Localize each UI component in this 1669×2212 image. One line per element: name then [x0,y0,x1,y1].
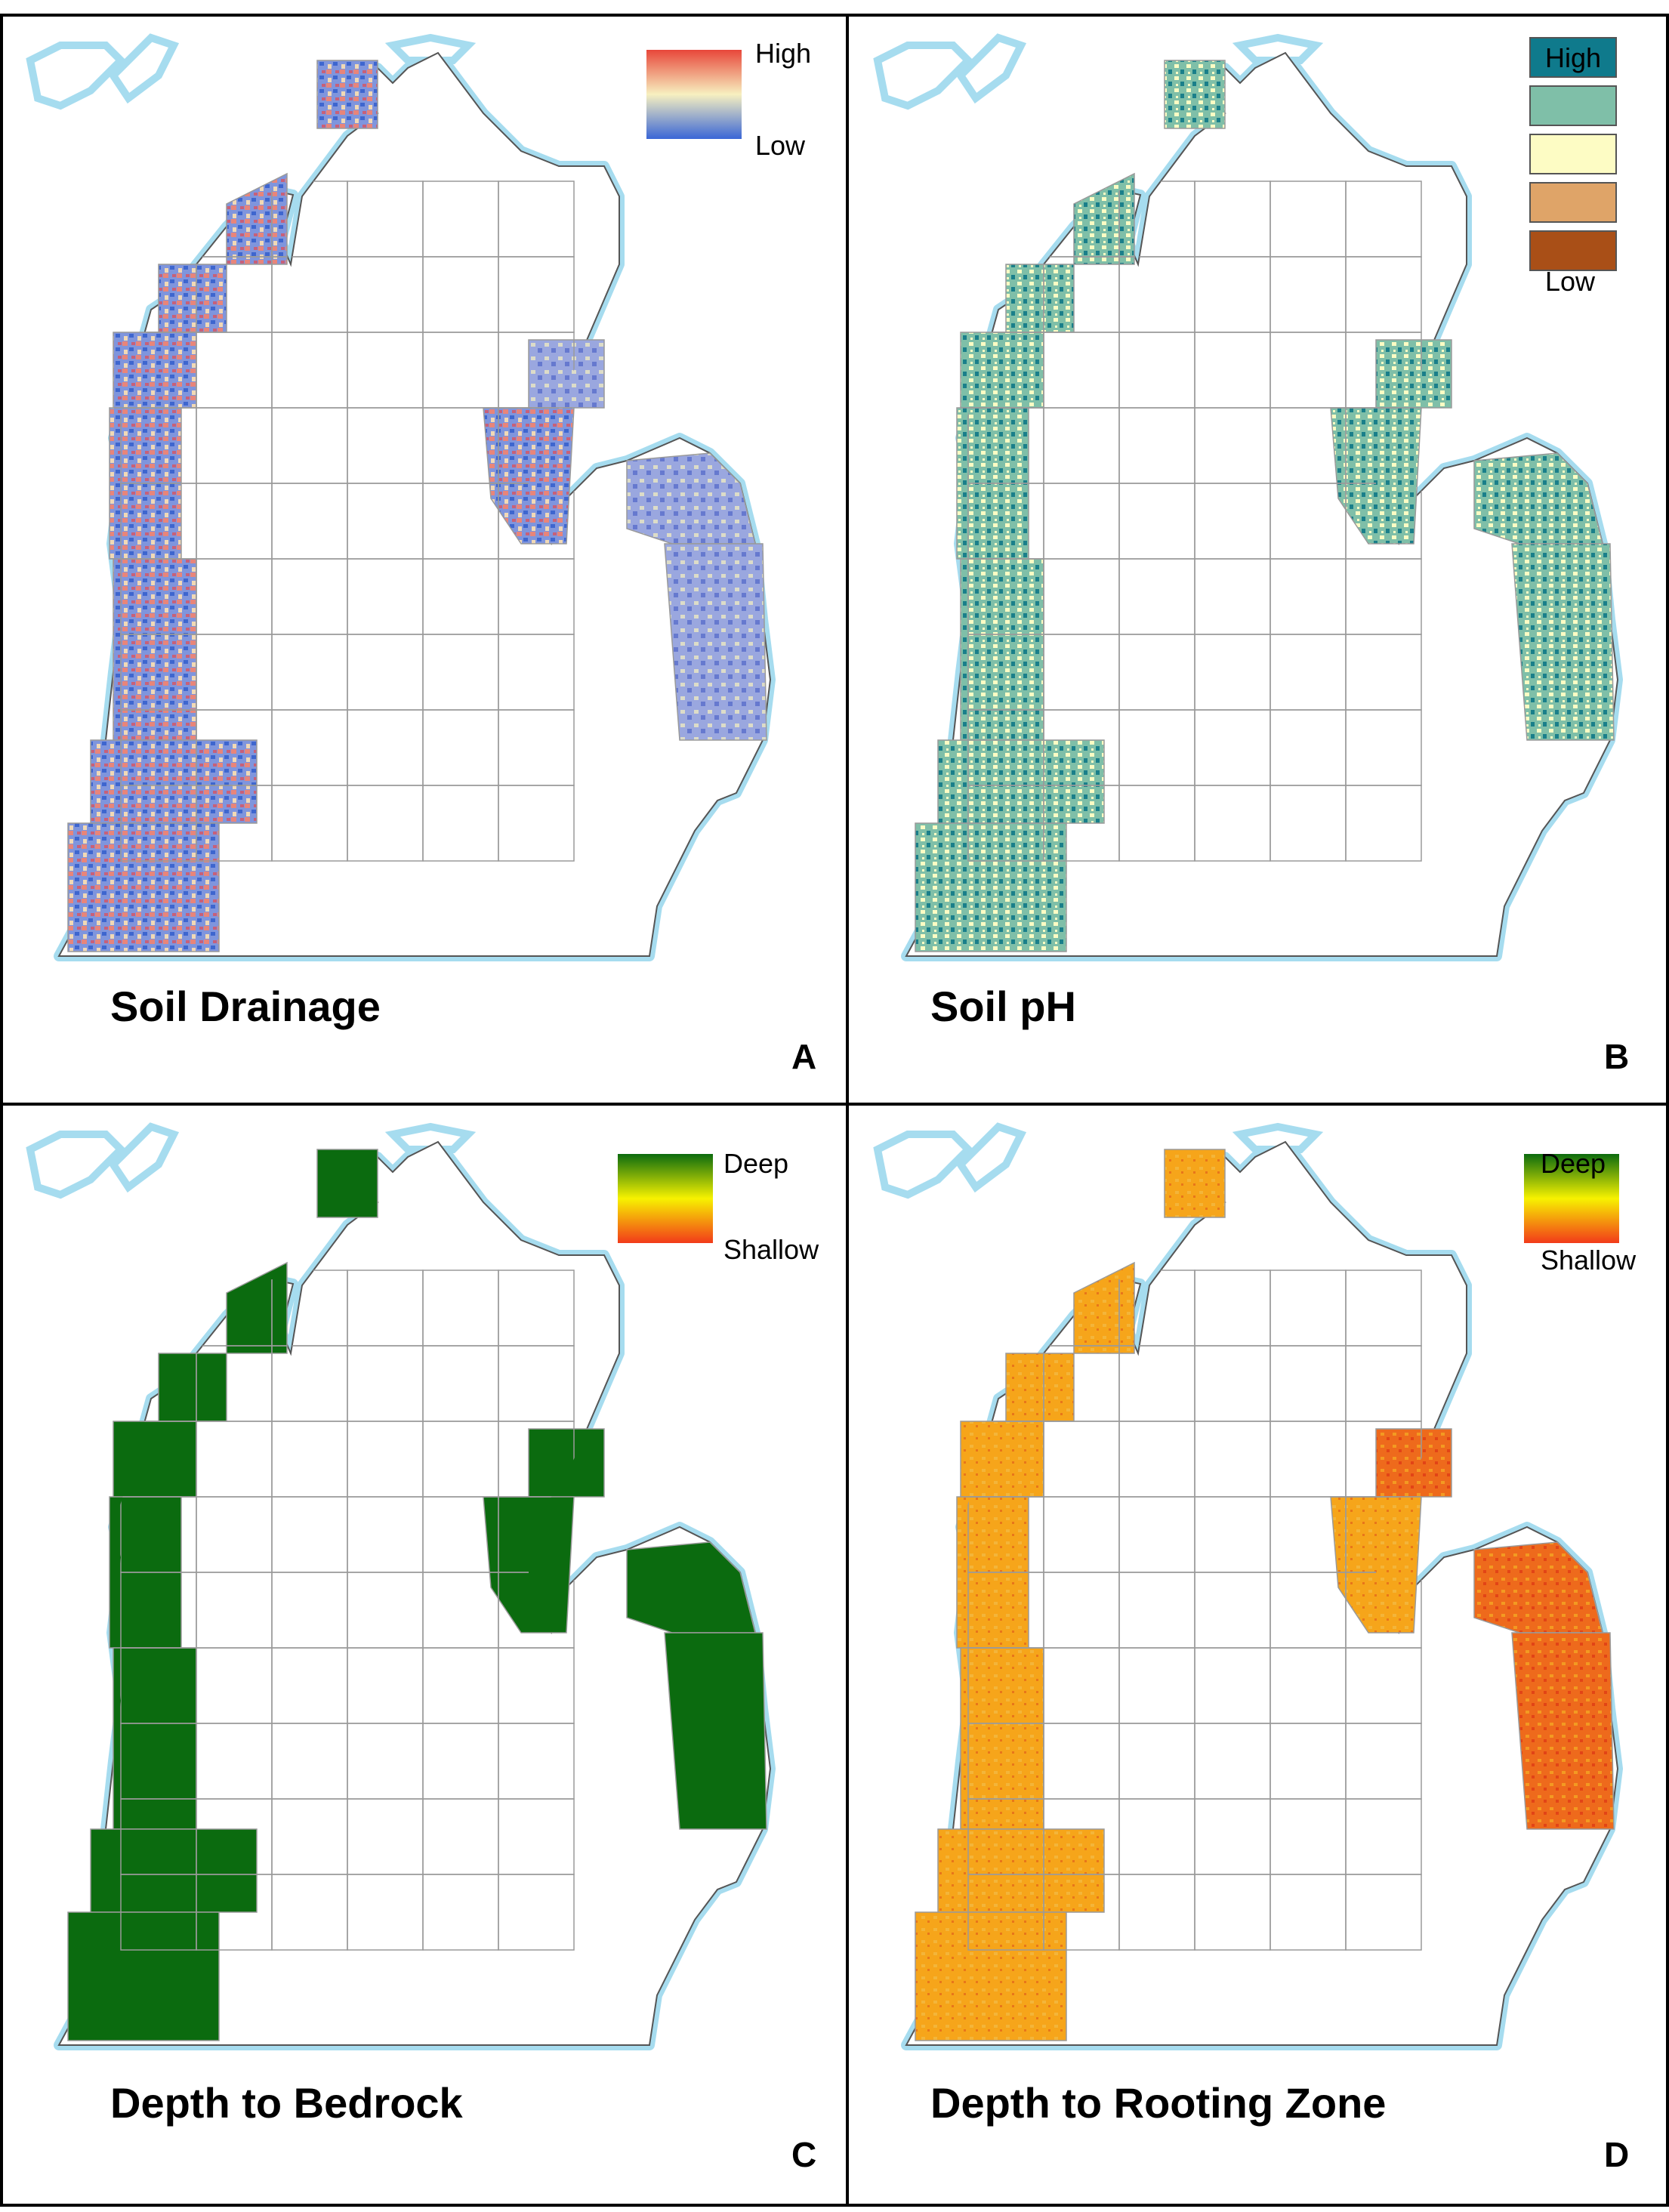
panel-d-legend-high-label: Deep [1541,1148,1606,1179]
panel-c-study-county [528,1428,605,1498]
panel-c-letter: C [791,2135,817,2174]
panel-d-legend-low-label: Shallow [1541,1245,1637,1276]
panel-b-legend-swatch [1529,134,1617,174]
panel-d-county-lines [967,1270,1422,1951]
panel-b-title: Soil pH [930,983,1076,1030]
panel-b-map [873,33,1623,961]
panel-b-study-county [937,739,1105,824]
panel-b-legend-low-label: Low [1545,266,1596,297]
panel-a-upper-landmass [26,42,127,110]
panel-b-upper-landmass [955,33,1027,104]
county-boundary [1345,785,1422,862]
panel-d-upper-landmass [873,1131,974,1199]
panel-c-study-county [664,1632,767,1830]
county-boundary [120,1270,197,1347]
panel-a-title: Soil Drainage [110,983,381,1030]
panel-c-study-county [158,1353,227,1422]
panel-c-study-county [113,1421,197,1498]
panel-b-legend-swatch [1529,37,1617,78]
panel-d-map [873,1122,1623,2050]
panel-c-study-county [113,1647,197,1830]
panel-c-study-county [90,1828,258,1913]
panel-d-upper-landmass [1232,1122,1324,1153]
panel-d-study-county [937,1828,1105,1913]
panel-d-study-county [1164,1149,1226,1218]
county-boundary [498,1874,575,1951]
panel-a-legend-gradient [646,50,742,139]
panel-d-letter: D [1604,2135,1630,2174]
panel-a-county-lines [120,180,575,862]
panel-c-upper-landmass [108,1122,180,1193]
panel-c-study-county [226,1261,288,1354]
panel-c-study-county [626,1541,756,1634]
panel-b-legend-swatch [1529,85,1617,126]
panel-d-study-county [960,1421,1044,1498]
panel-c-study-county [67,1911,220,2041]
panel-a-study-county [90,739,258,824]
panel-b-study-county [1005,264,1075,333]
panel-a-legend-high-label: High [755,38,812,69]
panel-a-letter: A [791,1037,817,1076]
panel-a-study-county [316,60,378,129]
panel-a-study-county [113,332,197,409]
panel-b-study-county [915,822,1067,952]
panel-d-study-county [1473,1541,1603,1634]
panel-d-study-county [915,1911,1067,2041]
outer-border [0,14,1669,2207]
panel-a-upper-landmass [384,33,477,64]
panel-d-study-county [1511,1632,1615,1830]
panel-b-letter: B [1604,1037,1630,1076]
panel-b-study-county [960,558,1044,741]
panel-b-study-county [1473,452,1603,545]
panel-a-study-county [664,543,767,741]
panel-c-legend-high-label: Deep [723,1148,789,1179]
panel-d-study-county [1375,1428,1452,1498]
panel-c-title: Depth to Bedrock [110,2079,463,2127]
panel-b-legend-swatch [1529,182,1617,223]
panel-d-upper-landmass [955,1122,1027,1193]
panel-b-legend-swatch [1529,230,1617,271]
panel-d-legend-gradient [1524,1154,1619,1243]
panel-a-study-county [528,339,605,409]
panel-b-study-county [1375,339,1452,409]
panel-b-study-county [1511,543,1615,741]
panel-d-study-county [1073,1261,1135,1354]
panel-a-study-county [67,822,220,952]
panel-b-upper-landmass [1232,33,1324,64]
panel-c-upper-landmass [26,1131,127,1199]
county-boundary [1345,1874,1422,1951]
panel-a-study-county [226,172,288,265]
panel-c-legend-gradient [618,1154,713,1243]
panel-b-study-county [1073,172,1135,265]
panel-a-upper-landmass [108,33,180,104]
county-boundary [967,180,1044,258]
panel-b-study-county [960,332,1044,409]
county-boundary [498,785,575,862]
panel-c-county-lines [120,1270,575,1951]
panel-a-legend-low-label: Low [755,130,806,161]
panel-a-study-county [113,558,197,741]
panel-d-study-county [960,1647,1044,1830]
panel-a-study-county [158,264,227,333]
panel-d-title: Depth to Rooting Zone [930,2079,1387,2127]
county-boundary [967,1270,1044,1347]
panel-a-map [26,33,776,961]
panel-c-upper-landmass [384,1122,477,1153]
panel-c-study-county [316,1149,378,1218]
panel-c-legend-low-label: Shallow [723,1234,819,1265]
panel-b-legend-high-label: High [1545,42,1602,73]
panel-b-study-county [1164,60,1226,129]
panel-d-study-county [1005,1353,1075,1422]
panel-a-study-county [626,452,756,545]
county-boundary [120,180,197,258]
panel-c-map [26,1122,776,2050]
panel-b-upper-landmass [873,42,974,110]
